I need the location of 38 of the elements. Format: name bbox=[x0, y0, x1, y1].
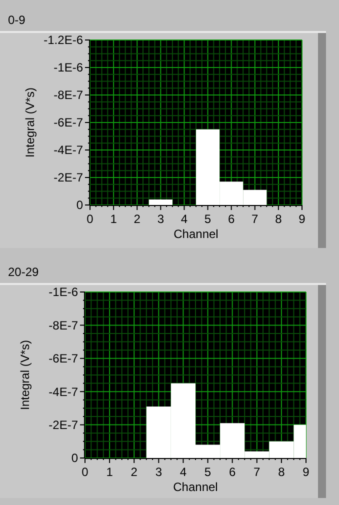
y-tick-label: -2E-7 bbox=[54, 170, 84, 185]
x-tick-label: 3 bbox=[155, 465, 162, 479]
x-tick-label: 0 bbox=[86, 212, 94, 226]
x-tick-label: 4 bbox=[180, 465, 187, 479]
x-tick-label: 9 bbox=[298, 212, 306, 226]
x-tick-label: 1 bbox=[110, 212, 118, 226]
y-tick-label: -4E-7 bbox=[54, 143, 84, 158]
chart-title: 20-29 bbox=[8, 265, 40, 279]
y-tick-label: -8E-7 bbox=[54, 88, 84, 102]
x-tick-label: 9 bbox=[302, 465, 310, 479]
x-tick-label: 8 bbox=[278, 465, 286, 479]
y-tick-label: -4E-7 bbox=[48, 384, 78, 399]
y-tick-label: -1.2E-6 bbox=[44, 33, 84, 48]
y-tick-label: -6E-7 bbox=[48, 352, 78, 366]
chart-title: 0-9 bbox=[8, 13, 26, 27]
y-tick-label: -2E-7 bbox=[48, 418, 78, 432]
y-tick-label: -8E-7 bbox=[48, 318, 78, 332]
x-tick-label: 2 bbox=[134, 212, 141, 226]
x-tick-label: 6 bbox=[228, 465, 236, 479]
y-tick-label: -1E-6 bbox=[54, 60, 84, 75]
y-tick-label: 0 bbox=[76, 198, 84, 212]
x-tick-label: 5 bbox=[204, 212, 212, 226]
x-tick-label: 6 bbox=[228, 212, 235, 226]
x-tick-label: 8 bbox=[275, 212, 282, 226]
x-tick-label: 5 bbox=[204, 465, 212, 479]
y-tick-label: -1E-6 bbox=[48, 285, 78, 300]
y-tick-label: 0 bbox=[71, 451, 78, 466]
x-tick-label: 4 bbox=[180, 212, 188, 226]
x-tick-label: 7 bbox=[252, 212, 259, 226]
x-tick-label: 3 bbox=[157, 212, 164, 226]
y-axis-title: Integral (V*s) bbox=[18, 340, 32, 410]
x-tick-label: 2 bbox=[130, 465, 138, 479]
y-axis-title: Integral (V*s) bbox=[23, 87, 37, 158]
x-axis-title: Channel bbox=[174, 227, 218, 241]
y-tick-label: -6E-7 bbox=[54, 116, 84, 130]
x-tick-label: 7 bbox=[254, 465, 261, 479]
x-tick-label: 1 bbox=[106, 465, 114, 479]
x-axis-title: Channel bbox=[173, 480, 218, 494]
